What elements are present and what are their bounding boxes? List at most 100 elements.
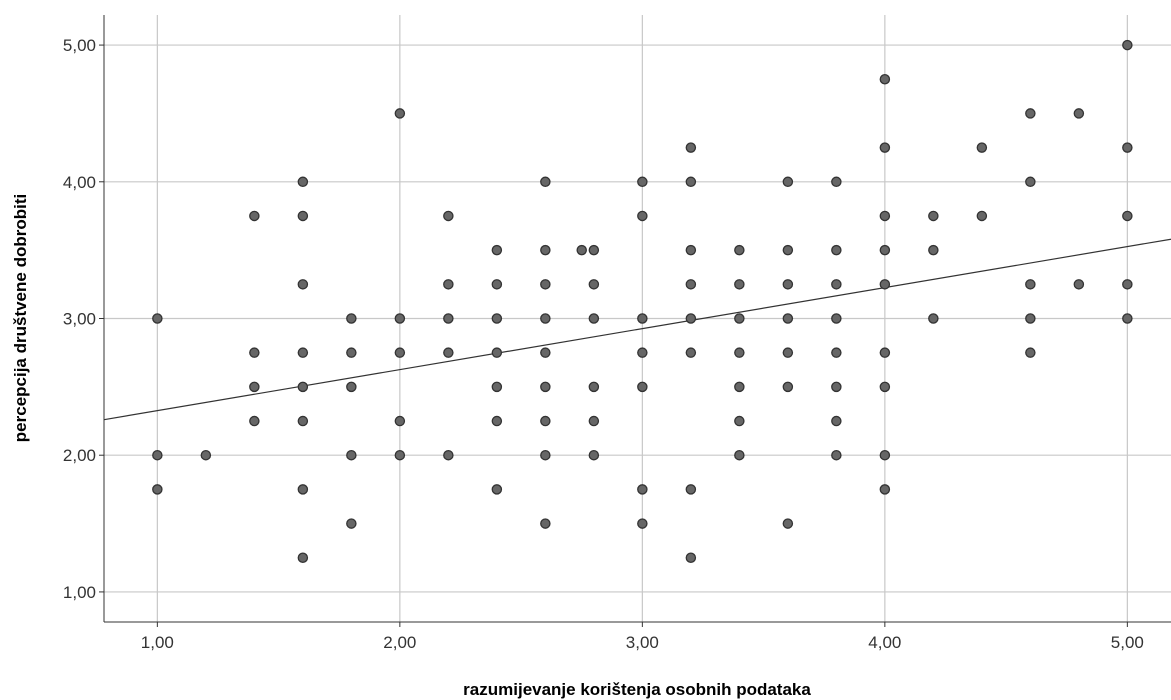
- data-point: [152, 313, 163, 324]
- data-point: [346, 449, 357, 461]
- data-point: [685, 244, 697, 256]
- data-point: [1025, 176, 1036, 188]
- data-point: [491, 244, 503, 256]
- data-point: [491, 313, 503, 324]
- data-point: [540, 415, 551, 427]
- data-point: [879, 381, 891, 393]
- data-point: [734, 449, 745, 461]
- x-tick-label: 1,00: [141, 633, 174, 652]
- y-tick-label: 1,00: [63, 583, 96, 602]
- y-tick-label: 4,00: [63, 173, 96, 192]
- data-point: [394, 347, 406, 358]
- data-point: [1025, 347, 1036, 358]
- data-point: [443, 210, 454, 222]
- data-point: [734, 347, 745, 358]
- data-point: [976, 142, 988, 153]
- data-point: [588, 449, 600, 461]
- data-point: [394, 108, 406, 119]
- data-point: [734, 279, 745, 290]
- data-point: [297, 381, 309, 393]
- data-point: [831, 381, 842, 393]
- data-points: [152, 39, 1133, 563]
- data-point: [1122, 210, 1133, 222]
- data-point: [249, 381, 260, 393]
- data-point: [540, 176, 551, 188]
- data-point: [1025, 279, 1036, 290]
- x-tick-label: 5,00: [1111, 633, 1144, 652]
- data-point: [249, 210, 260, 222]
- data-point: [588, 313, 600, 324]
- data-point: [540, 449, 551, 461]
- data-point: [831, 449, 842, 461]
- fit-line: [103, 238, 1171, 421]
- data-point: [443, 347, 454, 358]
- data-point: [734, 415, 745, 427]
- data-point: [685, 176, 697, 188]
- data-point: [879, 484, 891, 495]
- x-axis-title: razumijevanje korištenja osobnih podatak…: [463, 680, 811, 699]
- y-tick-label: 2,00: [63, 446, 96, 465]
- data-point: [1073, 108, 1085, 119]
- x-tick-label: 2,00: [383, 633, 416, 652]
- data-point: [297, 415, 309, 427]
- data-point: [1025, 313, 1036, 324]
- data-point: [346, 381, 357, 393]
- data-point: [297, 210, 309, 222]
- data-point: [782, 347, 794, 358]
- data-point: [491, 415, 503, 427]
- y-tick-label: 5,00: [63, 36, 96, 55]
- data-point: [734, 381, 745, 393]
- data-point: [1122, 279, 1133, 290]
- x-tick-label: 3,00: [626, 633, 659, 652]
- data-point: [637, 484, 648, 495]
- data-point: [685, 552, 697, 563]
- data-point: [685, 347, 697, 358]
- data-point: [297, 176, 309, 188]
- data-point: [637, 518, 648, 529]
- data-point: [1122, 39, 1133, 51]
- data-point: [782, 381, 794, 393]
- data-point: [443, 449, 454, 461]
- data-point: [249, 347, 260, 358]
- data-point: [540, 244, 551, 256]
- data-point: [782, 279, 794, 290]
- data-point: [297, 484, 309, 495]
- data-point: [782, 313, 794, 324]
- data-point: [1073, 279, 1085, 290]
- data-point: [394, 313, 406, 324]
- data-point: [200, 449, 212, 461]
- data-point: [588, 279, 600, 290]
- data-point: [491, 381, 503, 393]
- data-point: [346, 313, 357, 324]
- data-point: [734, 244, 745, 256]
- data-point: [879, 244, 891, 256]
- data-point: [734, 313, 745, 324]
- data-point: [879, 210, 891, 222]
- data-point: [443, 313, 454, 324]
- data-point: [152, 449, 163, 461]
- data-point: [831, 347, 842, 358]
- data-point: [685, 279, 697, 290]
- data-point: [540, 347, 551, 358]
- data-point: [588, 415, 600, 427]
- data-point: [1122, 142, 1133, 153]
- y-tick-label: 3,00: [63, 310, 96, 329]
- data-point: [491, 484, 503, 495]
- data-point: [928, 244, 939, 256]
- data-point: [540, 518, 551, 529]
- data-point: [637, 347, 648, 358]
- data-point: [879, 142, 891, 153]
- data-point: [637, 176, 648, 188]
- data-point: [540, 279, 551, 290]
- data-point: [588, 244, 600, 256]
- data-point: [1122, 313, 1133, 324]
- data-point: [540, 313, 551, 324]
- tick-labels: 1,00 2,00 3,00 4,00 5,00 1,00 2,00 3,00 4,00 5,00: [63, 36, 1144, 652]
- data-point: [394, 449, 406, 461]
- data-point: [879, 279, 891, 290]
- data-point: [782, 518, 794, 529]
- data-point: [491, 347, 503, 358]
- data-point: [297, 347, 309, 358]
